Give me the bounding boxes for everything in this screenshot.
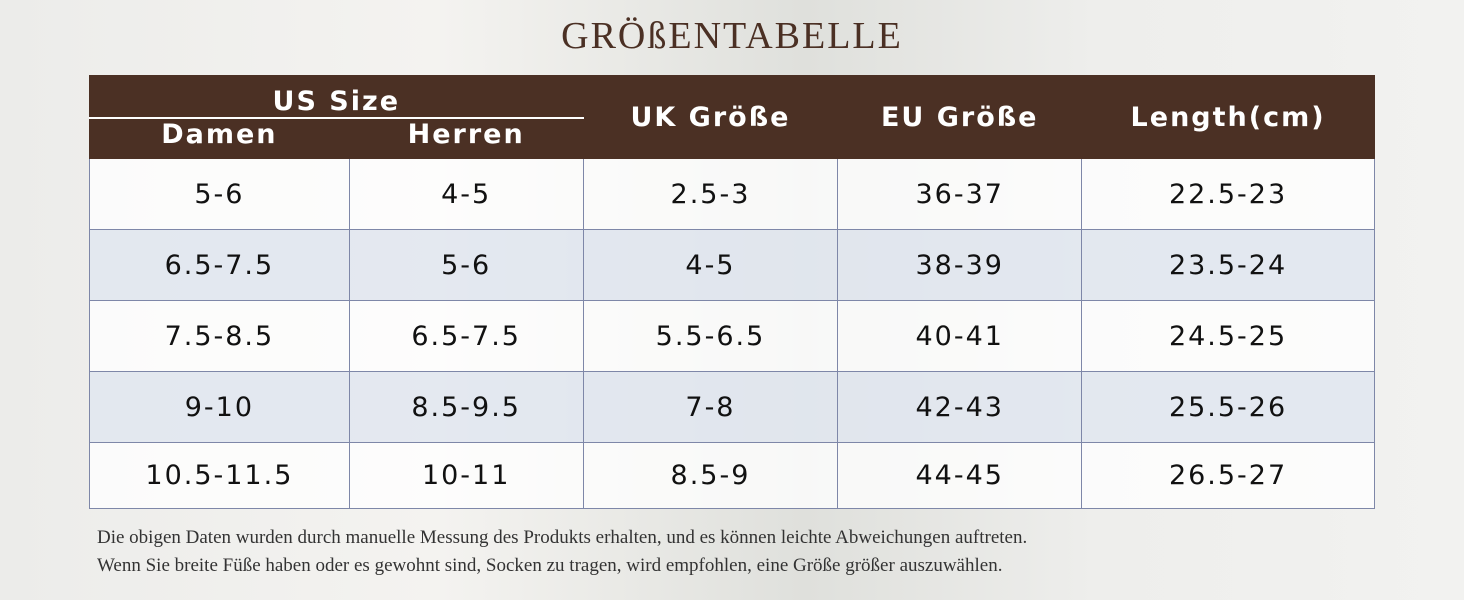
column-header: Length(cm) <box>1081 75 1375 159</box>
table-cell: 44-45 <box>837 442 1083 509</box>
table-cell: 40-41 <box>837 300 1083 372</box>
table-cell: 10-11 <box>348 442 584 509</box>
table-header: US Size UK Größe EU Größe Length(cm) Damen He… <box>89 75 1375 159</box>
table-cell: 5.5-6.5 <box>582 300 839 372</box>
table-row: 7.5-8.5 6.5-7.5 5.5-6.5 40-41 24.5-25 <box>89 300 1375 372</box>
table-cell: 23.5-24 <box>1081 229 1375 301</box>
table-body: 5-6 4-5 2.5-3 36-37 22.5-23 6.5-7.5 5-6 4-5 38-3… <box>89 158 1375 509</box>
column-header: Damen <box>89 117 350 159</box>
table-cell: 8.5-9.5 <box>348 371 584 443</box>
table-cell: 4-5 <box>582 229 839 301</box>
table-cell: 10.5-11.5 <box>89 442 350 509</box>
table-cell: 4-5 <box>348 158 584 230</box>
table-cell: 22.5-23 <box>1081 158 1375 230</box>
table-cell: 8.5-9 <box>582 442 839 509</box>
table-row: 10.5-11.5 10-11 8.5-9 44-45 26.5-27 <box>89 442 1375 509</box>
table-cell: 9-10 <box>89 371 350 443</box>
column-header: EU Größe <box>837 75 1083 159</box>
table-cell: 7-8 <box>582 371 839 443</box>
note-line: Wenn Sie breite Füße haben oder es gewoh… <box>97 555 1003 576</box>
table-cell: 5-6 <box>89 158 350 230</box>
notes: Die obigen Daten wurden durch manuelle M… <box>97 524 1027 580</box>
group-header: US Size <box>89 75 584 119</box>
table-row: 9-10 8.5-9.5 7-8 42-43 25.5-26 <box>89 371 1375 443</box>
table-cell: 42-43 <box>837 371 1083 443</box>
table-cell: 6.5-7.5 <box>348 300 584 372</box>
table-cell: 6.5-7.5 <box>89 229 350 301</box>
note-line: Die obigen Daten wurden durch manuelle M… <box>97 527 1028 548</box>
column-header: UK Größe <box>582 75 839 159</box>
table-cell: 36-37 <box>837 158 1083 230</box>
title: GRÖßENTABELLE <box>561 15 903 57</box>
table-row: 6.5-7.5 5-6 4-5 38-39 23.5-24 <box>89 229 1375 301</box>
column-header: Herren <box>348 117 584 159</box>
table-cell: 7.5-8.5 <box>89 300 350 372</box>
table-cell: 25.5-26 <box>1081 371 1375 443</box>
header-row: US Size UK Größe EU Größe Length(cm) <box>89 75 1375 159</box>
table-cell: 2.5-3 <box>582 158 839 230</box>
table-cell: 26.5-27 <box>1081 442 1375 509</box>
header-row: Damen Herren <box>89 117 1375 159</box>
table-row: 5-6 4-5 2.5-3 36-37 22.5-23 <box>89 158 1375 230</box>
table-cell: 24.5-25 <box>1081 300 1375 372</box>
table-cell: 5-6 <box>348 229 584 301</box>
table-cell: 38-39 <box>837 229 1083 301</box>
size-table: US Size UK Größe EU Größe Length(cm) Damen He… <box>89 75 1375 509</box>
